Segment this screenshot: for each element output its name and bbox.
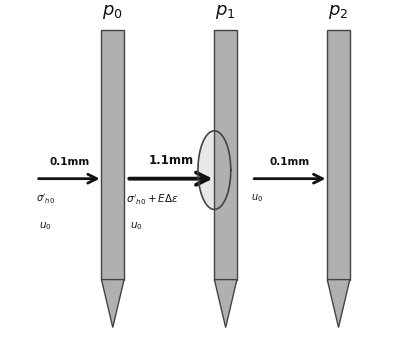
Text: $\sigma'_{h0}$: $\sigma'_{h0}$ [36,192,55,206]
Text: $p_1$: $p_1$ [216,3,236,21]
Polygon shape [327,279,350,327]
Text: 1.1mm: 1.1mm [148,154,194,167]
Text: $p_2$: $p_2$ [328,3,349,21]
Text: $p_0$: $p_0$ [102,3,123,21]
Text: $\sigma'_{h0}+E\Delta\varepsilon$: $\sigma'_{h0}+E\Delta\varepsilon$ [126,192,179,207]
Polygon shape [102,30,124,279]
Polygon shape [198,131,231,209]
Text: $u_0$: $u_0$ [251,192,263,204]
Text: 0.1mm: 0.1mm [270,157,310,167]
Polygon shape [214,279,237,327]
Text: $u_0$: $u_0$ [130,220,142,231]
Text: $u_0$: $u_0$ [39,220,52,231]
Polygon shape [214,30,237,279]
Polygon shape [102,279,124,327]
Text: 0.1mm: 0.1mm [49,157,89,167]
Polygon shape [327,30,350,279]
